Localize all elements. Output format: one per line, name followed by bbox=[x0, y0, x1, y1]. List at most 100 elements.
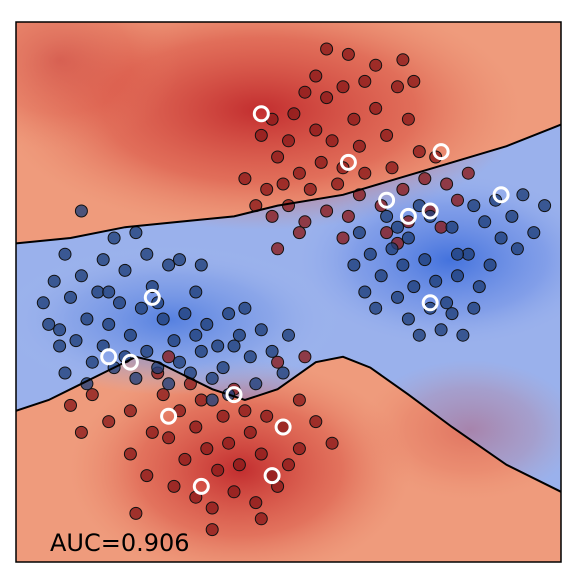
red-point bbox=[337, 81, 349, 93]
blue-point bbox=[402, 232, 414, 244]
red-point bbox=[195, 394, 207, 406]
red-point bbox=[310, 124, 322, 136]
red-point bbox=[261, 183, 273, 195]
blue-point bbox=[157, 313, 169, 325]
blue-point bbox=[108, 232, 120, 244]
blue-point bbox=[381, 210, 393, 222]
red-point bbox=[283, 135, 295, 147]
red-point bbox=[217, 410, 229, 422]
blue-point bbox=[457, 329, 469, 341]
blue-point bbox=[528, 227, 540, 239]
red-point bbox=[266, 210, 278, 222]
red-point bbox=[304, 183, 316, 195]
red-point bbox=[381, 129, 393, 141]
red-point bbox=[342, 48, 354, 60]
red-point bbox=[299, 351, 311, 363]
red-point bbox=[342, 210, 354, 222]
red-point bbox=[141, 470, 153, 482]
red-point bbox=[321, 205, 333, 217]
blue-point bbox=[468, 200, 480, 212]
red-point bbox=[359, 75, 371, 87]
blue-point bbox=[124, 329, 136, 341]
red-point bbox=[239, 405, 251, 417]
red-point bbox=[370, 59, 382, 71]
red-point bbox=[146, 426, 158, 438]
blue-point bbox=[517, 189, 529, 201]
red-point bbox=[359, 167, 371, 179]
red-point bbox=[130, 507, 142, 519]
blue-point bbox=[283, 329, 295, 341]
blue-point bbox=[392, 291, 404, 303]
blue-point bbox=[359, 286, 371, 298]
blue-point bbox=[163, 259, 175, 271]
red-point bbox=[163, 351, 175, 363]
blue-point bbox=[212, 340, 224, 352]
blue-point bbox=[190, 286, 202, 298]
red-point bbox=[228, 486, 240, 498]
blue-point bbox=[228, 340, 240, 352]
red-point bbox=[293, 394, 305, 406]
red-point bbox=[419, 173, 431, 185]
blue-point bbox=[266, 345, 278, 357]
blue-point bbox=[70, 335, 82, 347]
red-point bbox=[190, 421, 202, 433]
blue-point bbox=[506, 210, 518, 222]
red-point bbox=[244, 426, 256, 438]
blue-point bbox=[48, 275, 60, 287]
blue-point bbox=[446, 308, 458, 320]
red-point bbox=[212, 464, 224, 476]
blue-point bbox=[65, 291, 77, 303]
blue-point bbox=[233, 329, 245, 341]
blue-point bbox=[75, 205, 87, 217]
blue-point bbox=[435, 324, 447, 336]
red-point bbox=[402, 113, 414, 125]
blue-point bbox=[452, 270, 464, 282]
red-point bbox=[124, 405, 136, 417]
red-point bbox=[201, 443, 213, 455]
red-point bbox=[75, 426, 87, 438]
red-point bbox=[381, 227, 393, 239]
blue-point bbox=[195, 345, 207, 357]
blue-point bbox=[75, 270, 87, 282]
blue-point bbox=[484, 259, 496, 271]
blue-point bbox=[114, 297, 126, 309]
red-point bbox=[337, 232, 349, 244]
blue-point bbox=[103, 286, 115, 298]
blue-point bbox=[413, 329, 425, 341]
red-point bbox=[168, 480, 180, 492]
blue-point bbox=[206, 372, 218, 384]
red-point bbox=[283, 459, 295, 471]
red-point bbox=[239, 173, 251, 185]
blue-point bbox=[244, 351, 256, 363]
blue-point bbox=[59, 367, 71, 379]
red-glow-lowright bbox=[360, 360, 573, 500]
blue-point bbox=[206, 394, 218, 406]
blue-point bbox=[43, 318, 55, 330]
red-point bbox=[65, 399, 77, 411]
blue-point bbox=[375, 270, 387, 282]
blue-point bbox=[392, 221, 404, 233]
red-point bbox=[272, 151, 284, 163]
blue-point bbox=[168, 335, 180, 347]
red-point bbox=[272, 243, 284, 255]
blue-point bbox=[452, 248, 464, 260]
blue-point bbox=[81, 313, 93, 325]
red-point bbox=[293, 443, 305, 455]
red-point bbox=[386, 162, 398, 174]
blue-point bbox=[495, 232, 507, 244]
red-point bbox=[261, 410, 273, 422]
red-point bbox=[103, 416, 115, 428]
red-point bbox=[321, 43, 333, 55]
blue-point bbox=[539, 200, 551, 212]
red-point bbox=[435, 221, 447, 233]
red-point bbox=[179, 453, 191, 465]
red-point bbox=[157, 389, 169, 401]
red-point bbox=[223, 437, 235, 449]
red-point bbox=[321, 92, 333, 104]
red-point bbox=[397, 54, 409, 66]
blue-point bbox=[462, 248, 474, 260]
red-point bbox=[392, 81, 404, 93]
blue-point bbox=[353, 227, 365, 239]
blue-point bbox=[441, 297, 453, 309]
